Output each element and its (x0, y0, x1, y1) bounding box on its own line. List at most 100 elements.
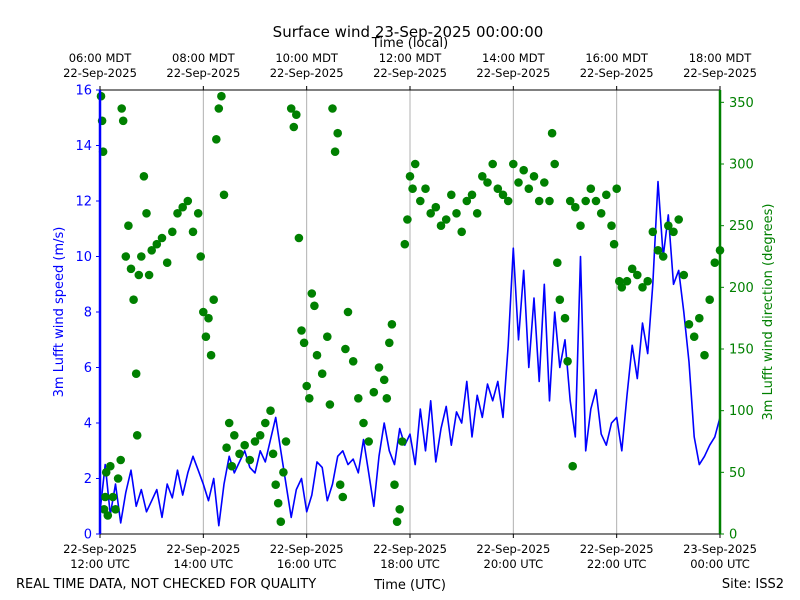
right-tick-label: 300 (729, 158, 754, 173)
speed-series (99, 180, 721, 527)
direction-point (325, 400, 335, 409)
direction-point (101, 468, 111, 477)
direction-point (609, 239, 619, 249)
top-tick-date: 22-Sep-2025 (63, 66, 137, 80)
right-tick-label: 250 (729, 219, 754, 234)
direction-point (612, 184, 621, 193)
direction-point (563, 357, 572, 366)
direction-point (255, 431, 265, 440)
direction-point (568, 461, 577, 471)
direction-point (333, 128, 343, 138)
direction-point (137, 252, 146, 261)
direction-point (106, 461, 115, 471)
direction-point (426, 209, 436, 218)
direction-point (591, 196, 601, 206)
direction-point (581, 196, 590, 206)
direction-point (710, 258, 720, 268)
direction-point (596, 209, 606, 218)
direction-point (416, 196, 425, 206)
direction-point (555, 295, 565, 305)
x-axis-label: Time (UTC) (373, 578, 446, 593)
direction-point (266, 406, 275, 416)
top-tick-time: 18:00 MDT (689, 51, 753, 65)
top-tick-date: 22-Sep-2025 (476, 66, 550, 80)
direction-point (183, 196, 193, 206)
top-tick-time: 12:00 MDT (379, 51, 443, 65)
x-tick-date: 23-Sep-2025 (683, 542, 757, 556)
direction-point (99, 505, 109, 514)
x-tick-time: 00:00 UTC (690, 557, 750, 571)
direction-point (550, 159, 559, 169)
direction-point (222, 443, 231, 453)
direction-point (684, 320, 694, 329)
top-tick-time: 06:00 MDT (69, 51, 133, 65)
direction-point (348, 357, 358, 366)
direction-point (643, 276, 652, 286)
direction-point (335, 480, 345, 490)
direction-point (387, 320, 397, 329)
left-tick-label: 8 (84, 306, 92, 321)
direction-point (379, 375, 389, 385)
direction-point (607, 221, 616, 230)
direction-point (447, 190, 456, 200)
direction-point (431, 202, 441, 212)
direction-series (96, 91, 725, 526)
direction-point (441, 215, 451, 224)
direction-point (385, 338, 394, 348)
quality-disclaimer: REAL TIME DATA, NOT CHECKED FOR QUALITY (16, 577, 316, 592)
direction-point (289, 122, 299, 132)
direction-point (364, 437, 374, 446)
right-tick-label: 350 (729, 96, 754, 111)
direction-point (126, 264, 136, 274)
top-tick-time: 16:00 MDT (585, 51, 649, 65)
direction-point (323, 332, 332, 342)
direction-point (403, 215, 412, 224)
direction-point (118, 116, 128, 126)
direction-point (142, 209, 151, 218)
direction-point (421, 184, 430, 193)
direction-point (669, 227, 678, 237)
direction-point (328, 104, 337, 113)
direction-point (560, 313, 570, 323)
x-tick-date: 22-Sep-2025 (63, 542, 137, 556)
direction-point (131, 369, 141, 379)
direction-point (457, 227, 467, 237)
direction-point (392, 517, 402, 526)
left-tick-label: 16 (75, 84, 92, 99)
x-tick-date: 22-Sep-2025 (580, 542, 654, 556)
direction-point (206, 350, 216, 360)
direction-point (498, 190, 508, 200)
direction-point (658, 252, 668, 261)
direction-point (354, 394, 363, 403)
direction-point (201, 332, 211, 342)
direction-point (310, 301, 319, 311)
direction-point (529, 172, 539, 181)
direction-point (305, 394, 314, 403)
direction-point (553, 258, 562, 268)
top-tick-time: 08:00 MDT (172, 51, 236, 65)
direction-point (472, 209, 482, 218)
direction-point (369, 387, 379, 397)
direction-point (689, 332, 699, 342)
left-tick-label: 4 (84, 417, 92, 432)
direction-point (519, 165, 528, 175)
top-tick-date: 22-Sep-2025 (683, 66, 757, 80)
direction-point (113, 474, 123, 483)
direction-point (219, 190, 229, 200)
direction-point (111, 505, 120, 514)
direction-point (493, 184, 503, 193)
direction-point (276, 517, 286, 526)
direction-point (297, 326, 306, 335)
direction-point (214, 104, 224, 113)
left-tick-label: 14 (75, 139, 92, 154)
direction-point (664, 221, 673, 230)
direction-point (695, 313, 704, 323)
direction-point (100, 492, 110, 502)
direction-point (633, 270, 642, 280)
left-tick-label: 0 (84, 528, 92, 543)
direction-point (299, 338, 309, 348)
direction-point (199, 307, 208, 317)
direction-point (514, 178, 523, 187)
direction-point (235, 449, 244, 459)
top-tick-date: 22-Sep-2025 (373, 66, 447, 80)
